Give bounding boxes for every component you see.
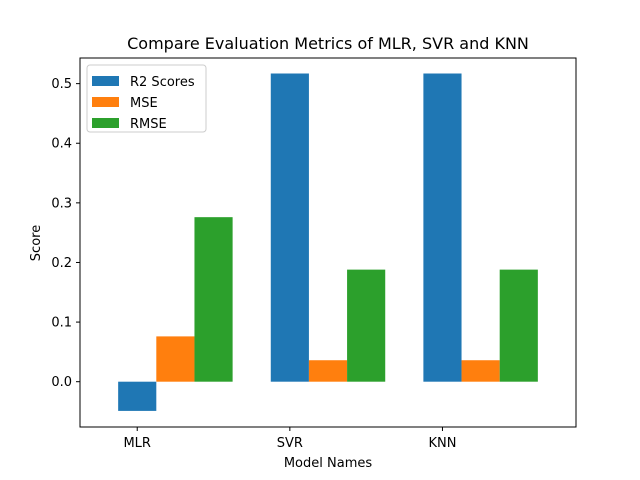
y-tick-label: 0.0	[51, 375, 72, 390]
legend-label-mse: MSE	[130, 96, 158, 111]
y-tick-label: 0.1	[51, 316, 72, 331]
legend-label-r2-scores: R2 Scores	[130, 75, 195, 90]
y-tick-label: 0.3	[51, 196, 72, 211]
chart-title: Compare Evaluation Metrics of MLR, SVR a…	[127, 34, 529, 53]
x-tick-label: KNN	[428, 436, 456, 451]
y-tick-label: 0.5	[51, 77, 72, 92]
bar-r2-scores-svr	[270, 73, 309, 382]
legend-swatch-mse	[92, 97, 119, 107]
x-ticks: MLR SVR KNN	[123, 427, 456, 451]
x-tick-label: SVR	[277, 436, 303, 451]
plot-frame	[79, 57, 577, 428]
legend-swatch-r2-scores	[92, 76, 119, 86]
legend-label-rmse: RMSE	[130, 117, 167, 132]
bar-rmse-svr	[347, 269, 386, 382]
y-tick-label: 0.2	[51, 256, 72, 271]
bar-rmse-knn	[499, 269, 538, 382]
legend-swatch-rmse	[92, 118, 119, 128]
x-tick-label: MLR	[123, 436, 151, 451]
bar-r2-scores-knn	[423, 73, 462, 382]
y-ticks: 0.0 0.1 0.2 0.3 0.4 0.5	[51, 77, 80, 390]
bar-mse-knn	[461, 360, 500, 382]
legend: R2 Scores MSE RMSE	[86, 64, 207, 133]
bar-rmse-mlr	[194, 217, 233, 382]
bar-mse-svr	[308, 360, 348, 382]
bar-mse-mlr	[156, 336, 195, 382]
y-axis-label: Score	[29, 225, 44, 261]
bar-r2-scores-mlr	[118, 381, 157, 411]
y-tick-label: 0.4	[51, 137, 72, 152]
bars-layer	[118, 73, 538, 411]
x-axis-label: Model Names	[284, 456, 373, 471]
